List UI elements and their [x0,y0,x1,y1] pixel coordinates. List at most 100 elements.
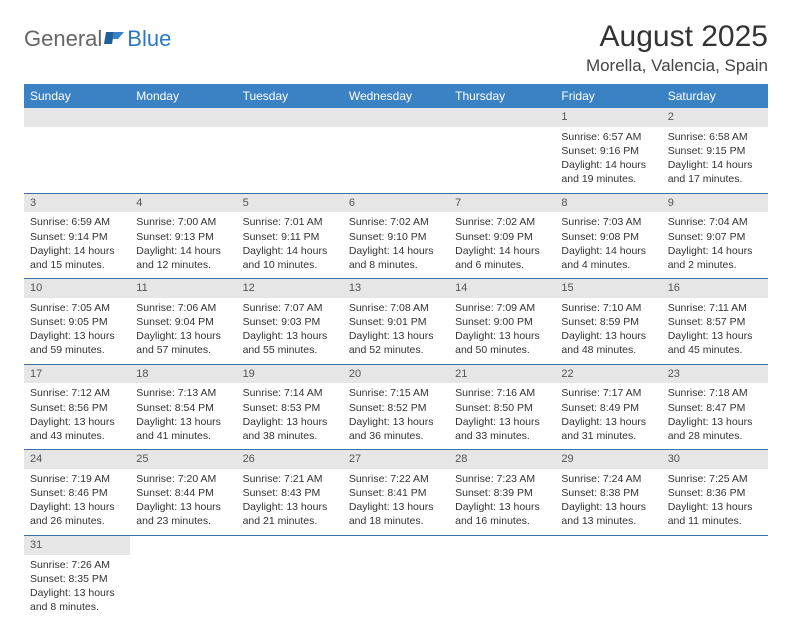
sunset-text: Sunset: 8:44 PM [136,486,230,500]
calendar-day-cell [24,108,130,193]
day-info: Sunrise: 6:57 AMSunset: 9:16 PMDaylight:… [561,130,655,187]
sunrise-text: Sunrise: 7:12 AM [30,386,124,400]
daylight-text: and 13 minutes. [561,514,655,528]
calendar-day-cell: 13Sunrise: 7:08 AMSunset: 9:01 PMDayligh… [343,279,449,365]
day-info: Sunrise: 7:22 AMSunset: 8:41 PMDaylight:… [349,472,443,529]
daylight-text: Daylight: 13 hours [668,415,762,429]
daylight-text: and 26 minutes. [30,514,124,528]
day-number: 23 [662,365,768,384]
daylight-text: Daylight: 13 hours [668,329,762,343]
daylight-text: and 11 minutes. [668,514,762,528]
sunset-text: Sunset: 9:03 PM [243,315,337,329]
sunrise-text: Sunrise: 7:17 AM [561,386,655,400]
weekday-header: Monday [130,84,236,108]
daylight-text: and 50 minutes. [455,343,549,357]
daylight-text: and 15 minutes. [30,258,124,272]
sunset-text: Sunset: 8:35 PM [30,572,124,586]
calendar-day-cell: 16Sunrise: 7:11 AMSunset: 8:57 PMDayligh… [662,279,768,365]
day-number: 28 [449,450,555,469]
day-info: Sunrise: 7:02 AMSunset: 9:10 PMDaylight:… [349,215,443,272]
calendar-week-row: 1 Sunrise: 6:57 AMSunset: 9:16 PMDaylight… [24,108,768,193]
day-info: Sunrise: 7:05 AMSunset: 9:05 PMDaylight:… [30,301,124,358]
daylight-text: and 16 minutes. [455,514,549,528]
day-info: Sunrise: 7:02 AMSunset: 9:09 PMDaylight:… [455,215,549,272]
daylight-text: Daylight: 14 hours [30,244,124,258]
calendar-day-cell: 4Sunrise: 7:00 AMSunset: 9:13 PMDaylight… [130,193,236,279]
sunset-text: Sunset: 8:53 PM [243,401,337,415]
sunrise-text: Sunrise: 7:26 AM [30,558,124,572]
daylight-text: Daylight: 13 hours [349,500,443,514]
daylight-text: and 28 minutes. [668,429,762,443]
calendar-week-row: 31Sunrise: 7:26 AMSunset: 8:35 PMDayligh… [24,535,768,620]
daylight-text: Daylight: 13 hours [455,500,549,514]
daylight-text: Daylight: 13 hours [243,500,337,514]
location-subtitle: Morella, Valencia, Spain [586,56,768,76]
sunset-text: Sunset: 9:00 PM [455,315,549,329]
weekday-header: Saturday [662,84,768,108]
calendar-day-cell [449,535,555,620]
sunset-text: Sunset: 9:14 PM [30,230,124,244]
calendar-table: Sunday Monday Tuesday Wednesday Thursday… [24,84,768,620]
calendar-day-cell: 27Sunrise: 7:22 AMSunset: 8:41 PMDayligh… [343,450,449,536]
daylight-text: Daylight: 14 hours [668,158,762,172]
day-number: 1 [555,108,661,127]
sunset-text: Sunset: 9:11 PM [243,230,337,244]
sunset-text: Sunset: 9:04 PM [136,315,230,329]
sunrise-text: Sunrise: 7:22 AM [349,472,443,486]
daylight-text: Daylight: 13 hours [349,329,443,343]
calendar-week-row: 3Sunrise: 6:59 AMSunset: 9:14 PMDaylight… [24,193,768,279]
sunrise-text: Sunrise: 7:08 AM [349,301,443,315]
sunset-text: Sunset: 8:52 PM [349,401,443,415]
daylight-text: Daylight: 13 hours [243,329,337,343]
weekday-header-row: Sunday Monday Tuesday Wednesday Thursday… [24,84,768,108]
calendar-day-cell: 24Sunrise: 7:19 AMSunset: 8:46 PMDayligh… [24,450,130,536]
daylight-text: and 8 minutes. [30,600,124,614]
daylight-text: and 31 minutes. [561,429,655,443]
calendar-day-cell: 15Sunrise: 7:10 AMSunset: 8:59 PMDayligh… [555,279,661,365]
calendar-day-cell: 18Sunrise: 7:13 AMSunset: 8:54 PMDayligh… [130,364,236,450]
day-info: Sunrise: 7:17 AMSunset: 8:49 PMDaylight:… [561,386,655,443]
sunset-text: Sunset: 8:49 PM [561,401,655,415]
calendar-day-cell: 23Sunrise: 7:18 AMSunset: 8:47 PMDayligh… [662,364,768,450]
sunrise-text: Sunrise: 7:09 AM [455,301,549,315]
month-title: August 2025 [586,20,768,54]
sunrise-text: Sunrise: 7:14 AM [243,386,337,400]
day-number: 12 [237,279,343,298]
logo-text-1: General [24,26,102,52]
title-block: August 2025 Morella, Valencia, Spain [586,20,768,76]
day-number: 24 [24,450,130,469]
sunrise-text: Sunrise: 7:02 AM [349,215,443,229]
day-number: 26 [237,450,343,469]
sunrise-text: Sunrise: 7:25 AM [668,472,762,486]
sunrise-text: Sunrise: 7:15 AM [349,386,443,400]
sunrise-text: Sunrise: 7:24 AM [561,472,655,486]
sunset-text: Sunset: 9:10 PM [349,230,443,244]
daylight-text: and 52 minutes. [349,343,443,357]
calendar-day-cell: 19Sunrise: 7:14 AMSunset: 8:53 PMDayligh… [237,364,343,450]
day-info: Sunrise: 7:14 AMSunset: 8:53 PMDaylight:… [243,386,337,443]
day-info: Sunrise: 7:21 AMSunset: 8:43 PMDaylight:… [243,472,337,529]
daylight-text: and 45 minutes. [668,343,762,357]
calendar-day-cell [343,108,449,193]
calendar-day-cell: 25Sunrise: 7:20 AMSunset: 8:44 PMDayligh… [130,450,236,536]
calendar-day-cell: 28Sunrise: 7:23 AMSunset: 8:39 PMDayligh… [449,450,555,536]
day-number: 25 [130,450,236,469]
day-info: Sunrise: 7:00 AMSunset: 9:13 PMDaylight:… [136,215,230,272]
day-number: 29 [555,450,661,469]
calendar-day-cell: 30Sunrise: 7:25 AMSunset: 8:36 PMDayligh… [662,450,768,536]
calendar-day-cell [130,535,236,620]
sunrise-text: Sunrise: 7:06 AM [136,301,230,315]
calendar-day-cell: 26 Sunrise: 7:21 AMSunset: 8:43 PMDayligh… [237,450,343,536]
sunrise-text: Sunrise: 7:04 AM [668,215,762,229]
calendar-day-cell: 31Sunrise: 7:26 AMSunset: 8:35 PMDayligh… [24,535,130,620]
day-number: 14 [449,279,555,298]
page-header: General Blue August 2025 Morella, Valenc… [24,20,768,76]
sunset-text: Sunset: 8:57 PM [668,315,762,329]
daylight-text: Daylight: 13 hours [243,415,337,429]
calendar-day-cell: 22Sunrise: 7:17 AMSunset: 8:49 PMDayligh… [555,364,661,450]
daylight-text: Daylight: 13 hours [668,500,762,514]
daylight-text: Daylight: 14 hours [668,244,762,258]
weekday-header: Thursday [449,84,555,108]
day-info: Sunrise: 7:09 AMSunset: 9:00 PMDaylight:… [455,301,549,358]
calendar-day-cell: 11Sunrise: 7:06 AMSunset: 9:04 PMDayligh… [130,279,236,365]
